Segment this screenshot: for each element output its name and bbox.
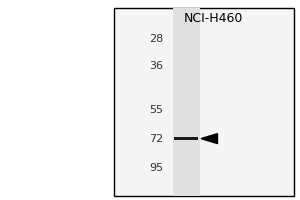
Text: 36: 36 <box>149 61 164 71</box>
Bar <box>114 8 294 196</box>
Polygon shape <box>201 134 217 144</box>
Text: 55: 55 <box>149 105 164 115</box>
Bar <box>172 8 200 196</box>
Bar <box>174 137 198 140</box>
Text: 28: 28 <box>149 34 164 44</box>
Text: NCI-H460: NCI-H460 <box>183 12 243 25</box>
Text: 72: 72 <box>149 134 164 144</box>
Text: 95: 95 <box>149 163 164 173</box>
